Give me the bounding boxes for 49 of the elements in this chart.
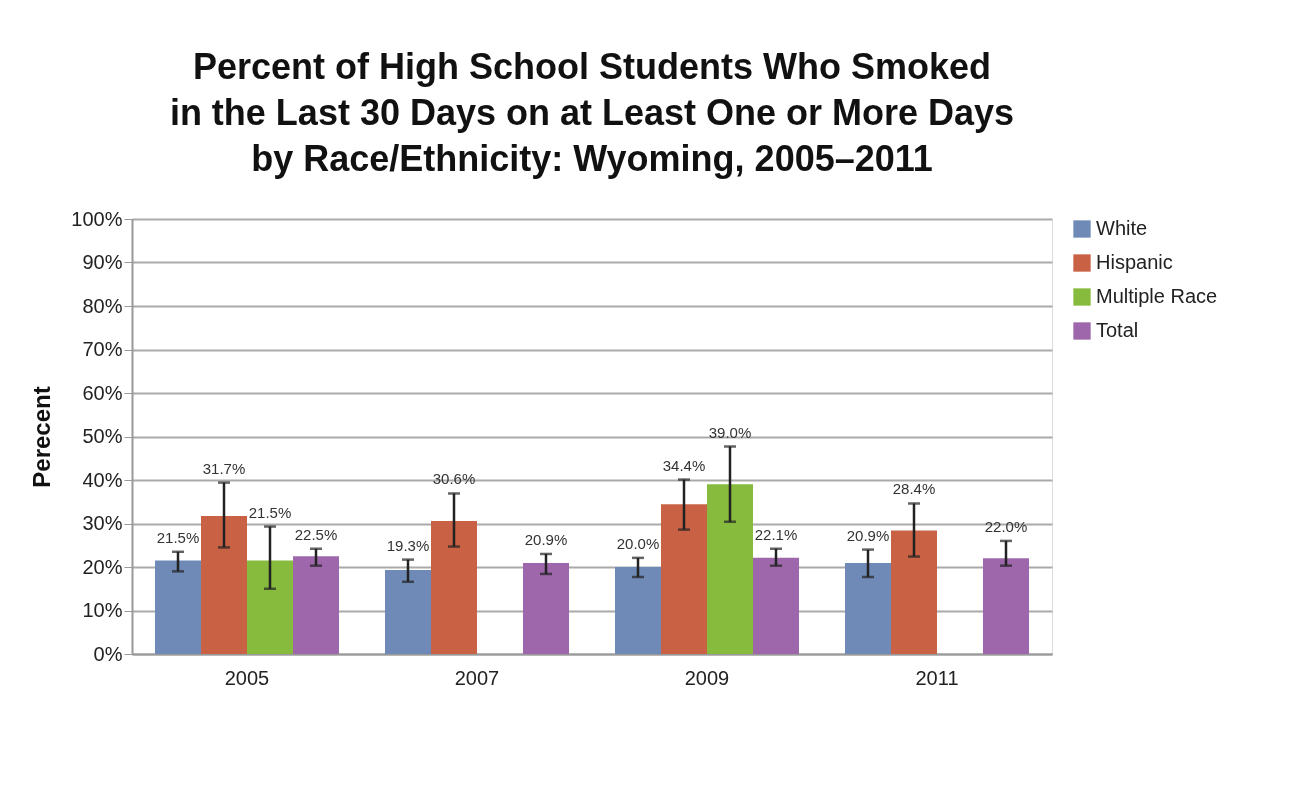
- bar: [845, 563, 891, 654]
- y-axis-title: Perecent: [28, 386, 56, 488]
- bar: [201, 516, 247, 654]
- bar: [753, 557, 799, 654]
- y-tick-label: 60%: [82, 381, 123, 404]
- y-tick-label: 50%: [82, 425, 123, 447]
- bar: [247, 560, 293, 654]
- data-label: 34.4%: [662, 456, 706, 474]
- data-label: 20.0%: [616, 534, 660, 552]
- bar: [431, 520, 477, 654]
- legend-label: Total: [1096, 319, 1139, 341]
- y-tick-label: 80%: [82, 294, 123, 317]
- legend-label: White: [1096, 217, 1148, 239]
- data-label: 30.6%: [432, 470, 476, 488]
- data-label: 22.1%: [754, 525, 798, 543]
- bar: [707, 484, 753, 654]
- bar: [385, 570, 431, 654]
- y-tick-label: 0%: [93, 642, 123, 665]
- data-label: 31.7%: [202, 459, 246, 477]
- data-label: 39.0%: [708, 423, 752, 441]
- data-label: 21.5%: [156, 528, 200, 546]
- x-tick-label: 2005: [224, 666, 270, 689]
- y-tick-label: 70%: [82, 338, 123, 360]
- chart-title: Percent of High School Students Who Smoked in the Last 30 Days on at Least One or More Days by Race/Ethnicity: Wyoming, 2005–2011: [169, 46, 1015, 179]
- data-label: 20.9%: [846, 526, 890, 544]
- y-tick-label: 100%: [71, 207, 123, 230]
- data-label: 19.3%: [386, 536, 430, 554]
- bar: [155, 560, 201, 654]
- y-tick-label: 40%: [82, 468, 123, 491]
- y-tick-label: 30%: [82, 512, 123, 534]
- y-tick-label: 20%: [82, 555, 123, 578]
- data-label: 28.4%: [892, 480, 936, 498]
- data-label: 21.5%: [248, 503, 292, 521]
- y-tick-label: 10%: [82, 599, 123, 621]
- data-label: 22.5%: [294, 525, 338, 543]
- bar: [523, 563, 569, 654]
- legend-label: Hispanic: [1096, 251, 1173, 273]
- data-label: 20.9%: [524, 530, 568, 548]
- legend-label: Multiple Race: [1096, 285, 1218, 307]
- x-tick-label: 2009: [684, 666, 730, 689]
- x-tick-label: 2007: [454, 666, 500, 689]
- x-tick-label: 2011: [915, 666, 959, 689]
- bar: [615, 567, 661, 654]
- bar: [983, 558, 1029, 654]
- data-label: 22.0%: [984, 517, 1028, 535]
- y-tick-label: 90%: [82, 251, 123, 273]
- bar: [293, 556, 339, 654]
- bar: [661, 504, 707, 654]
- bar: [891, 530, 937, 654]
